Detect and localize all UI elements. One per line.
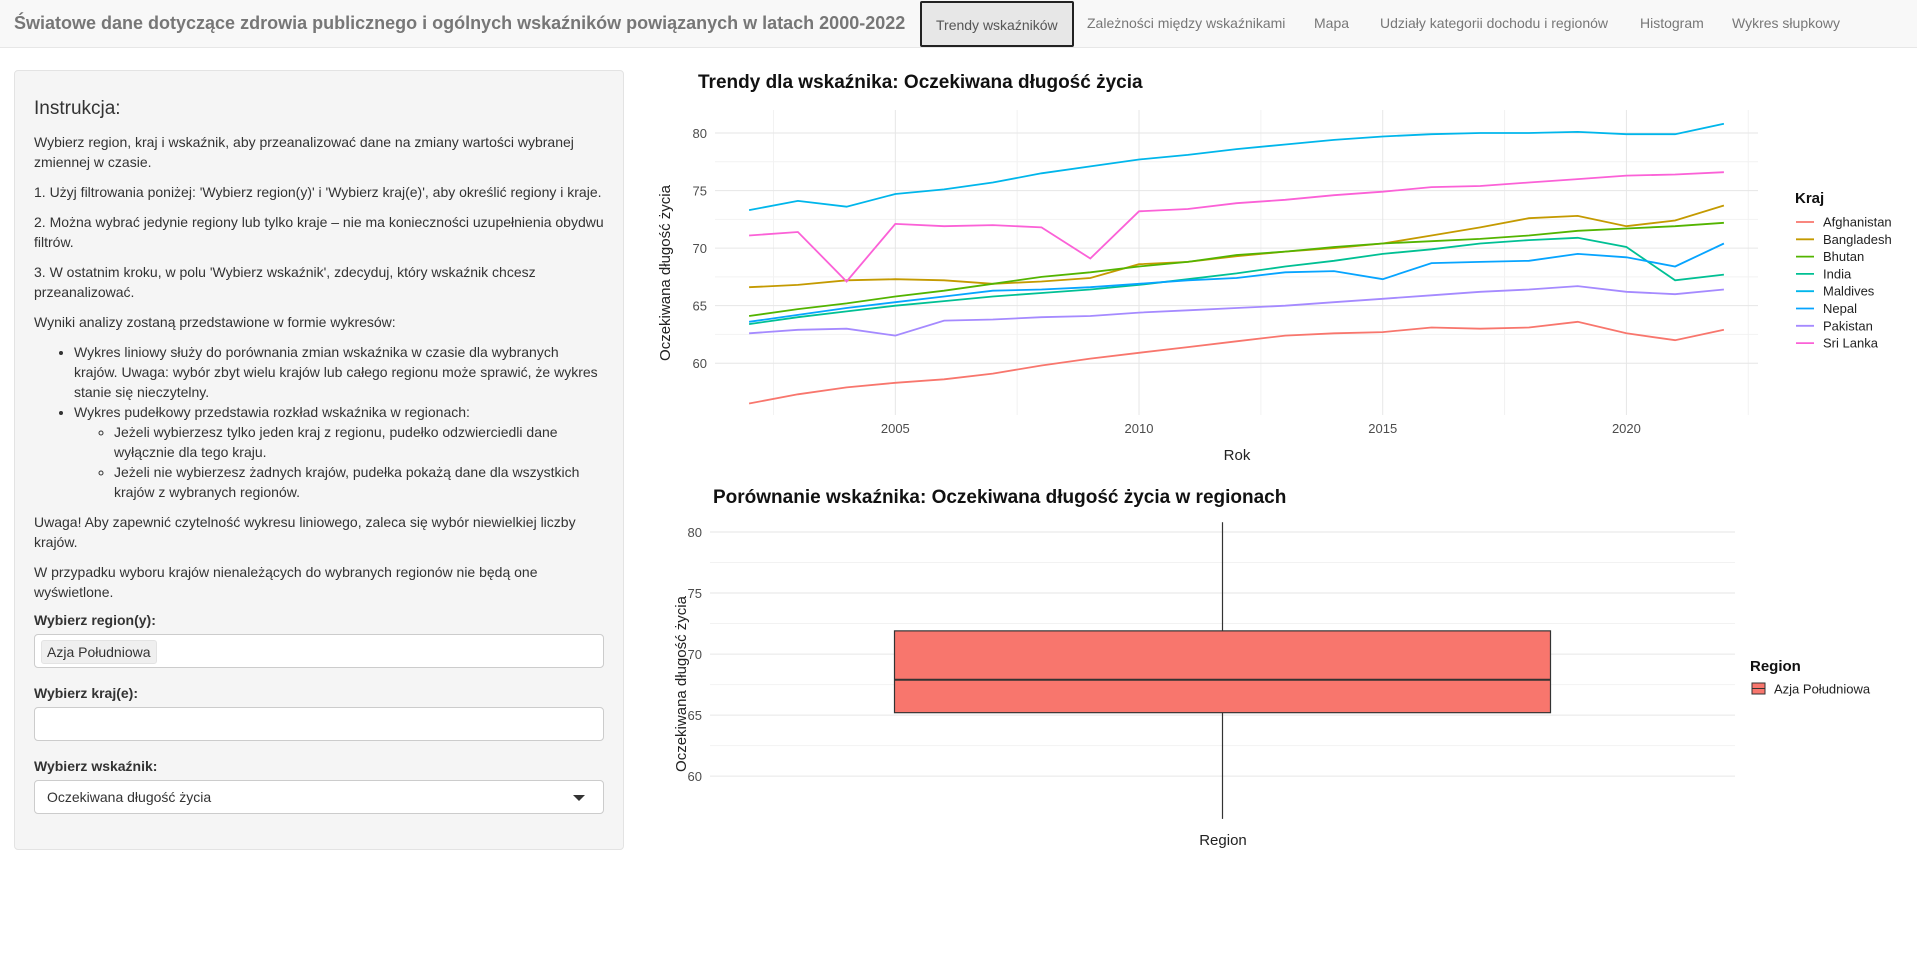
series-line-bangladesh [749,204,1725,289]
instruction-step-2: 2. Można wybrać jedynie regiony lub tylk… [34,214,604,250]
warning-text: Uwaga! Aby zapewnić czytelność wykresu l… [34,514,576,550]
app-title: Światowe dane dotyczące zdrowia publiczn… [14,13,906,33]
list-item: Jeżeli nie wybierzesz żadnych krajów, pu… [114,462,604,502]
tab-mapa[interactable]: Mapa [1314,15,1350,31]
legend-label: Nepal [1823,301,1857,316]
tab-trendy-wskaznikow[interactable]: Trendy wskaźników [920,1,1074,47]
indicator-value: Oczekiwana długość życia [47,789,212,805]
legend-label: Azja Południowa [1774,682,1871,697]
list-item-text: Wykres liniowy służy do porównania zmian… [74,344,598,400]
legend-label: Sri Lanka [1823,336,1879,351]
region-chip[interactable]: Azja Południowa [41,640,157,664]
series-line-bhutan [748,221,1724,317]
instruction-results: Wyniki analizy zostaną przedstawione w f… [34,314,396,330]
legend-label: Bhutan [1823,249,1864,264]
series-line-pakistan [749,285,1724,337]
box-chart-y-axis-label: Oczekiwana długość życia [673,595,690,772]
legend-label: India [1823,266,1852,281]
series-line-india [748,236,1725,325]
list-item: Jeżeli wybierzesz tylko jeden kraj z reg… [114,422,604,462]
line-chart-legend-title: Kraj [1795,190,1824,207]
x-tick-label: 2020 [1612,421,1641,436]
box-body [893,630,1552,714]
x-tick-label: 2010 [1125,421,1154,436]
series-line-sri-lanka [749,171,1724,283]
tab-zaleznosci[interactable]: Zależności między wskaźnikami [1087,15,1286,31]
y-tick-label: 70 [693,241,707,256]
box-chart-x-axis-label: Region [1199,832,1247,849]
y-tick-label: 75 [693,184,707,199]
navbar: Światowe dane dotyczące zdrowia publiczn… [0,0,1917,48]
instructions-heading: Instrukcja: [34,98,121,119]
y-tick-label: 80 [693,126,707,141]
y-tick-label: 70 [688,647,702,662]
box-chart-legend-title: Region [1750,658,1801,675]
list-item: Wykres pudełkowy przedstawia rozkład wsk… [74,402,604,502]
y-tick-label: 75 [688,586,702,601]
note-text: W przypadku wyboru krajów nienależących … [34,564,538,600]
series-line-afghanistan [748,320,1725,405]
y-tick-label: 65 [693,299,707,314]
indicator-select[interactable]: Oczekiwana długość życia [34,780,604,814]
tab-wykres-slupkowy[interactable]: Wykres słupkowy [1732,15,1841,31]
list-item: Wykres liniowy służy do porównania zmian… [74,342,604,402]
series-line-nepal [748,242,1725,323]
y-tick-label: 65 [688,708,702,723]
line-chart: Trendy dla wskaźnika: Oczekiwana długość… [657,72,1892,464]
indicator-label: Wybierz wskaźnik: [34,758,158,774]
x-tick-label: 2005 [881,421,910,436]
line-chart-x-axis-label: Rok [1224,447,1251,464]
box-chart-title: Porównanie wskaźnika: Oczekiwana długość… [713,487,1286,508]
legend-label: Bangladesh [1823,232,1892,247]
legend-label: Pakistan [1823,318,1873,333]
legend-label: Afghanistan [1823,215,1892,230]
line-chart-y-axis-label: Oczekiwana długość życia [657,184,674,361]
series-line-maldives [748,122,1725,211]
tab-udzialy[interactable]: Udziały kategorii dochodu i regionów [1380,15,1609,31]
x-tick-label: 2015 [1368,421,1397,436]
y-tick-label: 60 [693,356,707,371]
line-chart-title: Trendy dla wskaźnika: Oczekiwana długość… [698,72,1143,93]
y-tick-label: 80 [688,525,702,540]
tab-histogram[interactable]: Histogram [1640,15,1704,31]
region-select[interactable]: Azja Południowa [34,634,604,668]
instruction-step-1: 1. Użyj filtrowania poniżej: 'Wybierz re… [34,184,602,200]
sidebar-panel: Instrukcja: Wybierz region, kraj i wskaź… [14,70,624,850]
country-label: Wybierz kraj(e): [34,685,138,701]
y-tick-label: 60 [688,769,702,784]
list-item-text: Wykres pudełkowy przedstawia rozkład wsk… [74,404,470,420]
region-label: Wybierz region(y): [34,612,156,628]
instruction-step-3: 3. W ostatnim kroku, w polu 'Wybierz wsk… [34,264,536,300]
chevron-down-icon[interactable] [573,795,585,801]
instruction-list: Wykres liniowy służy do porównania zmian… [34,342,604,502]
legend-label: Maldives [1823,284,1875,299]
instruction-text: Wybierz region, kraj i wskaźnik, aby prz… [34,134,574,170]
country-select[interactable] [34,707,604,741]
box-chart: Porównanie wskaźnika: Oczekiwana długość… [673,487,1871,849]
sub-list: Jeżeli wybierzesz tylko jeden kraj z reg… [74,422,604,502]
